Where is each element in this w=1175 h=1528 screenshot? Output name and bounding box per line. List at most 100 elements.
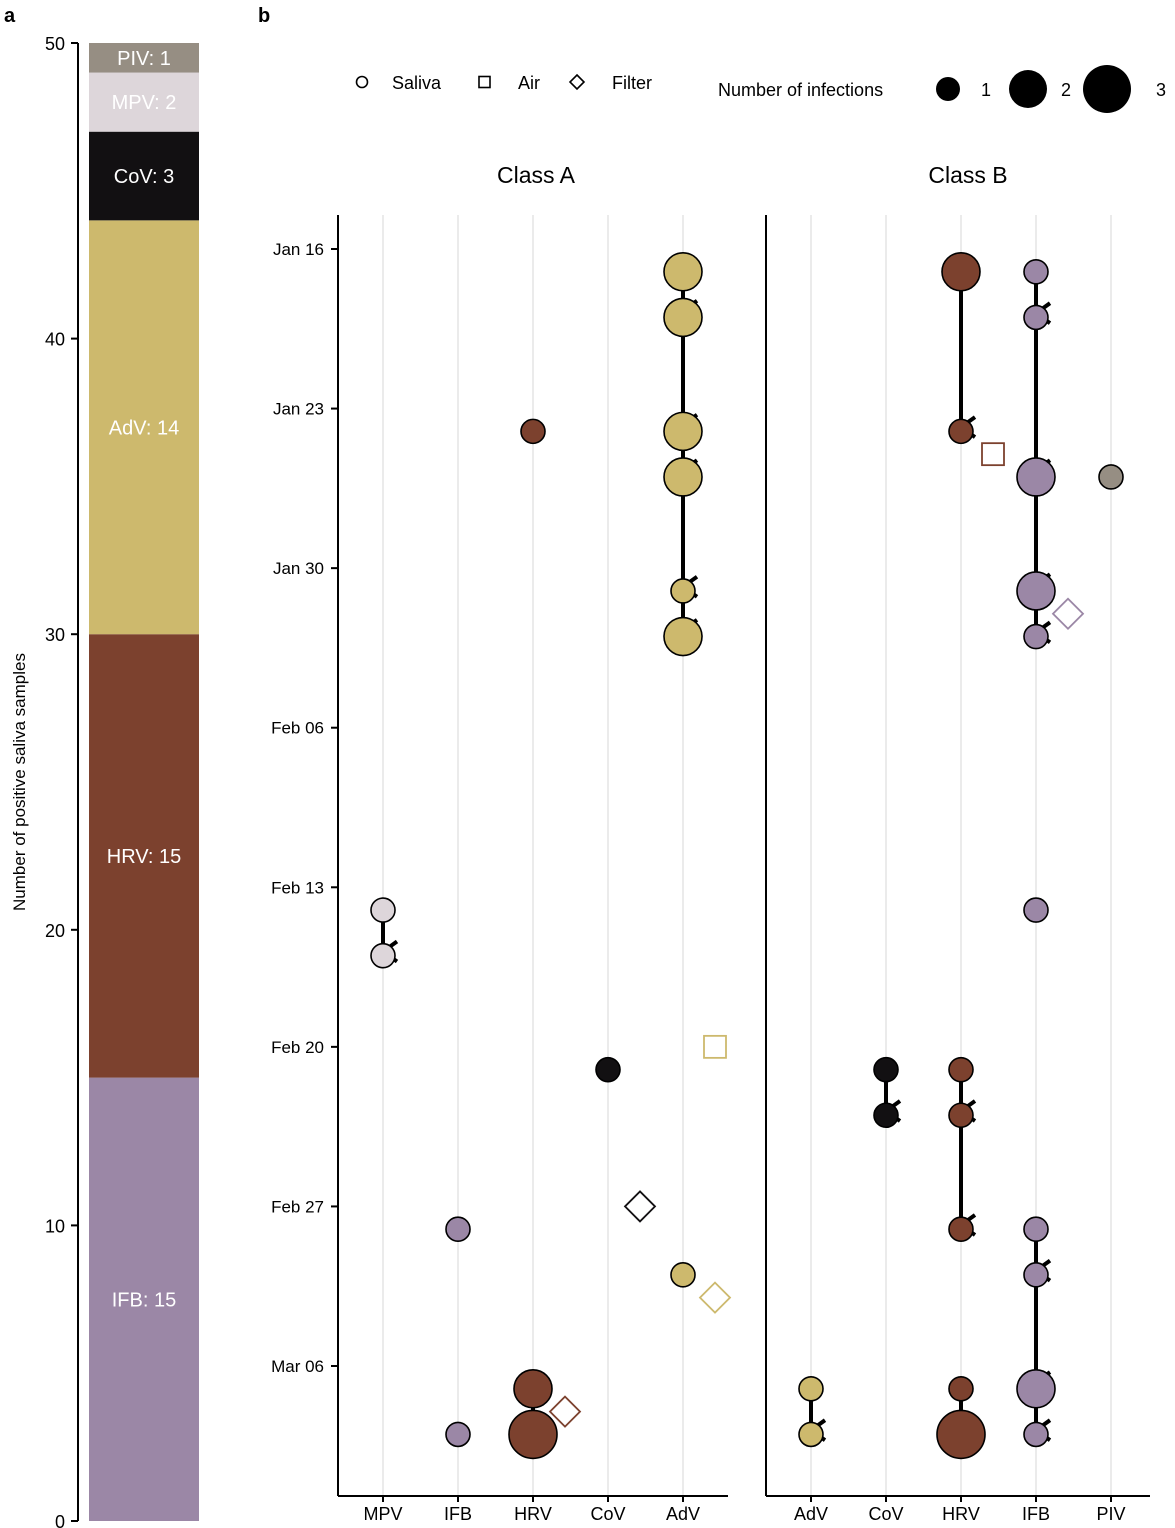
saliva-point-ifb — [1023, 1262, 1049, 1288]
bar-segment-cov — [89, 131, 199, 221]
saliva-point-ifb — [1023, 623, 1049, 650]
saliva-point-adv — [670, 1262, 696, 1288]
bar-segment-piv — [89, 43, 199, 73]
bar-label-ifb: IFB: 15 — [112, 1289, 176, 1311]
legend: Saliva Air Filter Number of infections 1… — [355, 65, 1166, 113]
bar-label-mpv: MPV: 2 — [112, 92, 177, 114]
saliva-point-cov — [595, 1056, 621, 1083]
bar-label-piv: PIV: 1 — [117, 48, 171, 70]
date-tick-label: Mar 06 — [271, 1357, 324, 1376]
saliva-point-ifb — [1016, 1368, 1056, 1409]
saliva-point-ifb — [445, 1216, 471, 1243]
date-tick-label: Jan 30 — [273, 559, 324, 578]
x-tick-label: CoV — [868, 1504, 903, 1524]
saliva-point-adv — [798, 1375, 824, 1402]
filter-sample-point-hrv — [548, 1395, 582, 1428]
bar-segment-mpv — [89, 72, 199, 132]
filter-sample-point-cov — [623, 1190, 657, 1223]
x-tick-label: IFB — [1022, 1504, 1050, 1524]
bar-label-cov: CoV: 3 — [114, 166, 174, 188]
saliva-point-adv — [663, 616, 703, 657]
legend-size-title: Number of infections — [718, 80, 883, 100]
legend-size-3-symbol — [1083, 65, 1131, 113]
saliva-point-ifb — [1023, 304, 1049, 331]
x-tick-label: IFB — [444, 1504, 472, 1524]
saliva-point-ifb — [445, 1421, 471, 1448]
date-tick-label: Jan 23 — [273, 400, 324, 419]
saliva-point-hrv — [948, 1375, 974, 1402]
saliva-point-ifb — [1023, 897, 1049, 923]
saliva-point-ifb — [1023, 1216, 1049, 1243]
stacked-bar-chart: Number of positive saliva samples 0 10 20 3… — [10, 34, 199, 1528]
saliva-point-adv — [663, 457, 703, 497]
saliva-point-ifb — [1016, 457, 1056, 497]
saliva-point-mpv — [370, 897, 396, 923]
saliva-point-hrv — [936, 1409, 986, 1460]
saliva-point-adv — [798, 1421, 824, 1448]
saliva-point-cov — [873, 1056, 899, 1083]
legend-size-1-symbol — [936, 77, 960, 101]
legend-filter-label: Filter — [612, 73, 652, 93]
y-tick-label: 50 — [45, 34, 65, 54]
legend-saliva-label: Saliva — [392, 73, 442, 93]
saliva-point-hrv — [948, 418, 974, 445]
legend-size-2-symbol — [1009, 70, 1047, 108]
panel-label-b: b — [258, 5, 270, 27]
saliva-point-cov — [873, 1102, 899, 1129]
bar-segment-adv — [89, 220, 199, 635]
air-sample-point-hrv — [981, 442, 1005, 467]
legend-saliva-symbol — [355, 75, 369, 89]
bar-label-adv: AdV: 14 — [109, 417, 179, 439]
x-tick-label: PIV — [1096, 1504, 1125, 1524]
saliva-point-adv — [670, 578, 696, 604]
bar-segment-ifb — [89, 1077, 199, 1521]
saliva-point-adv — [663, 251, 703, 292]
date-tick-label: Feb 27 — [271, 1197, 324, 1216]
legend-size-2-label: 2 — [1061, 80, 1071, 100]
saliva-point-ifb — [1016, 571, 1056, 611]
x-tick-label: CoV — [590, 1504, 625, 1524]
date-tick-label: Feb 06 — [271, 719, 324, 738]
filter-sample-point-adv — [698, 1281, 732, 1314]
y-tick-label: 10 — [45, 1216, 65, 1236]
saliva-point-mpv — [370, 942, 396, 969]
date-tick-label: Jan 16 — [273, 240, 324, 259]
x-tick-label: AdV — [666, 1504, 700, 1524]
panel-label-a: a — [4, 5, 16, 27]
legend-air-symbol — [478, 75, 491, 89]
date-tick-label: Feb 13 — [271, 878, 324, 897]
filter-sample-point-ifb — [1051, 597, 1085, 631]
bar-label-hrv: HRV: 15 — [107, 846, 181, 868]
legend-filter-symbol — [568, 73, 586, 91]
scatter-timeline-chart: Class A MPV IFB HRV CoV AdV Class B AdV CoV HRV IF… — [271, 162, 1150, 1524]
saliva-point-hrv — [513, 1368, 553, 1409]
saliva-point-adv — [663, 411, 703, 452]
legend-air-label: Air — [518, 73, 540, 93]
y-tick-label: 0 — [55, 1512, 65, 1528]
saliva-point-piv — [1098, 464, 1124, 490]
saliva-point-hrv — [948, 1102, 974, 1129]
x-tick-label: MPV — [363, 1504, 402, 1524]
y-axis-label: Number of positive saliva samples — [10, 653, 29, 911]
saliva-point-ifb — [1023, 258, 1049, 285]
saliva-point-hrv — [948, 1216, 974, 1243]
date-tick-label: Feb 20 — [271, 1038, 324, 1057]
saliva-point-hrv — [941, 251, 981, 292]
saliva-point-ifb — [1023, 1421, 1049, 1448]
y-tick-label: 30 — [45, 625, 65, 645]
y-tick-label: 40 — [45, 330, 65, 350]
facet-title-class-b: Class B — [928, 162, 1007, 188]
legend-size-1-label: 1 — [981, 80, 991, 100]
saliva-point-hrv — [520, 418, 546, 445]
x-tick-label: AdV — [794, 1504, 828, 1524]
saliva-point-hrv — [508, 1409, 558, 1460]
y-tick-label: 20 — [45, 921, 65, 941]
x-tick-label: HRV — [514, 1504, 552, 1524]
legend-size-3-label: 3 — [1156, 80, 1166, 100]
bar-segment-hrv — [89, 634, 199, 1078]
air-sample-point-adv — [703, 1034, 727, 1059]
saliva-point-hrv — [948, 1056, 974, 1083]
facet-title-class-a: Class A — [497, 162, 576, 188]
x-tick-label: HRV — [942, 1504, 980, 1524]
